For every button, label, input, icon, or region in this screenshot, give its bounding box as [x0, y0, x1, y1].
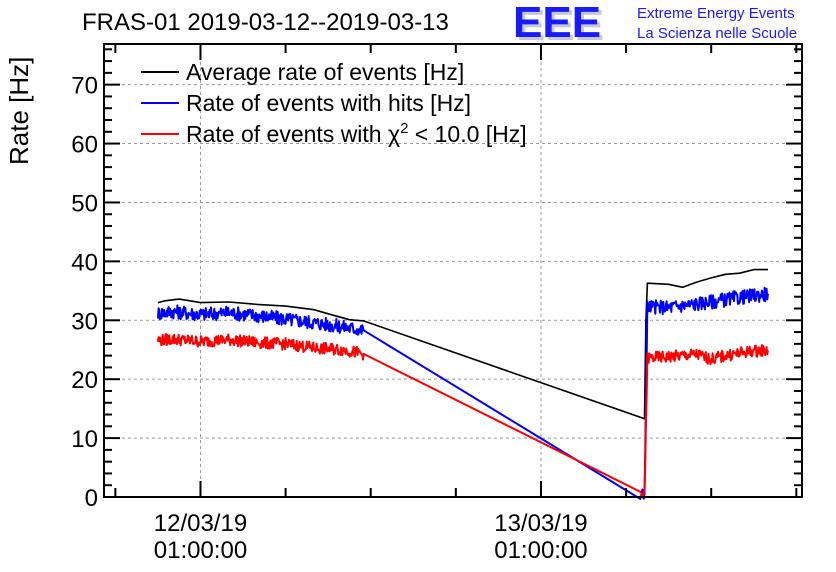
series-line-1 [156, 286, 769, 500]
x-tick-label: 01:00:00 [494, 537, 587, 564]
logo-line2: La Scienza nelle Scuole [637, 25, 797, 42]
legend-label-1: Rate of events with hits [Hz] [186, 90, 471, 116]
grid-lines [104, 44, 802, 497]
legend: Average rate of events [Hz] Rate of event… [141, 59, 527, 147]
logo-line1: Extreme Energy Events [637, 5, 795, 22]
y-tick-labels: 0 10 20 30 40 50 60 70 [71, 73, 98, 512]
series-layer [156, 268, 769, 500]
y-tick-label: 20 [71, 367, 98, 394]
y-tick-label: 30 [71, 308, 98, 335]
series-line-2 [156, 333, 769, 499]
x-tick-label: 13/03/19 [494, 510, 587, 537]
plot-frame [103, 43, 803, 498]
axes [103, 43, 803, 498]
legend-label-0: Average rate of events [Hz] [186, 59, 464, 85]
y-tick-label: 50 [71, 190, 98, 217]
eee-logo: EEE EEE Extreme Energy Events La Scienza… [513, 0, 797, 50]
chart-title: FRAS-01 2019-03-12--2019-03-13 [82, 9, 449, 36]
x-tick-label: 12/03/19 [154, 510, 247, 537]
y-tick-label: 60 [71, 132, 98, 159]
x-tick-label: 01:00:00 [154, 537, 247, 564]
y-tick-label: 70 [71, 73, 98, 100]
y-tick-label: 10 [71, 426, 98, 453]
y-tick-label: 40 [71, 249, 98, 276]
logo-mark-shadow: EEE [516, 1, 604, 50]
series-line-0 [157, 268, 768, 420]
y-tick-label: 0 [85, 485, 98, 512]
y-axis-title: Rate [Hz] [4, 57, 34, 165]
legend-label-2: Rate of events with χ2 < 10.0 [Hz] [186, 120, 527, 147]
logo-mark: EEE [513, 0, 601, 47]
